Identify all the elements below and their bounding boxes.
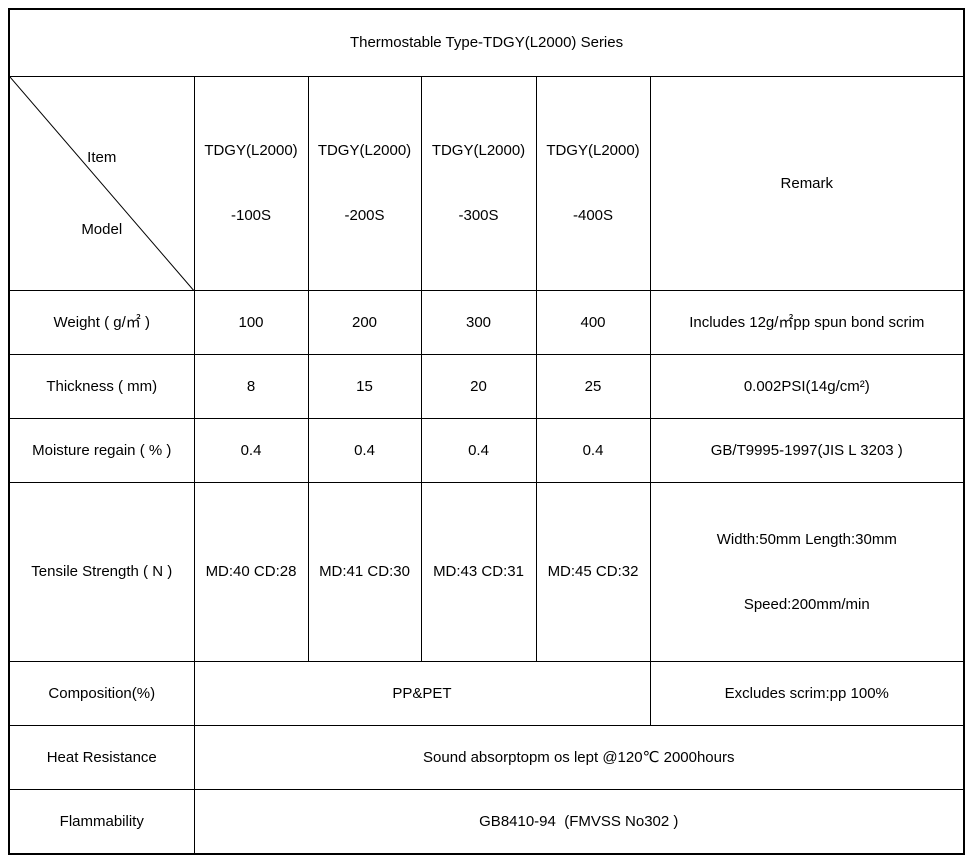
column-header-line: -300S bbox=[458, 207, 499, 225]
cell-value: MD:41 CD:30 bbox=[307, 482, 422, 663]
column-header-300s: TDGY(L2000) -300S bbox=[420, 75, 537, 292]
cell-value: 0.4 bbox=[420, 418, 537, 484]
diagonal-divider bbox=[10, 77, 193, 290]
column-header-line: TDGY(L2000) bbox=[546, 142, 640, 160]
cell-value: 0.4 bbox=[535, 418, 651, 484]
cell-value: 0.4 bbox=[307, 418, 422, 484]
cell-merged-value: PP&PET bbox=[193, 661, 651, 727]
cell-remark: 0.002PSI(14g/cm²) bbox=[649, 354, 965, 420]
cell-value: 200 bbox=[307, 290, 422, 356]
title-row: Thermostable Type-TDGY(L2000) Series bbox=[8, 8, 965, 77]
spec-table: Thermostable Type-TDGY(L2000) Series Ite… bbox=[8, 8, 966, 856]
table-title: Thermostable Type-TDGY(L2000) Series bbox=[8, 8, 965, 77]
row-label: Weight ( g/㎡ ) bbox=[8, 290, 195, 356]
cell-value: 20 bbox=[420, 354, 537, 420]
column-header-200s: TDGY(L2000) -200S bbox=[307, 75, 422, 292]
cell-remark: Excludes scrim:pp 100% bbox=[649, 661, 965, 727]
item-model-corner-cell: Item Model bbox=[8, 75, 195, 292]
row-label: Tensile Strength ( N ) bbox=[8, 482, 195, 663]
cell-value: 25 bbox=[535, 354, 651, 420]
column-header-line: TDGY(L2000) bbox=[204, 142, 298, 160]
cell-value: 300 bbox=[420, 290, 537, 356]
row-label: Thickness ( mm) bbox=[8, 354, 195, 420]
header-row: Item Model TDGY(L2000) -100S TDGY(L2000)… bbox=[8, 75, 965, 292]
column-header-line: TDGY(L2000) bbox=[317, 142, 412, 160]
remark-line: Speed:200mm/min bbox=[743, 596, 870, 613]
cell-merged-value: Sound absorptopm os lept @120℃ 2000hours bbox=[193, 725, 965, 791]
table-row-heat-resistance: Heat Resistance Sound absorptopm os lept… bbox=[8, 725, 965, 791]
cell-value: MD:45 CD:32 bbox=[535, 482, 651, 663]
cell-remark: Width:50mm Length:30mm Speed:200mm/min bbox=[649, 482, 965, 663]
cell-value: 0.4 bbox=[193, 418, 309, 484]
table-row-thickness: Thickness ( mm) 8 15 20 25 0.002PSI(14g/… bbox=[8, 354, 965, 420]
remark-line: Width:50mm Length:30mm bbox=[716, 530, 897, 548]
model-label: Model bbox=[81, 221, 123, 239]
column-header-line: -200S bbox=[344, 207, 385, 225]
cell-value: 8 bbox=[193, 354, 309, 420]
cell-value: 100 bbox=[193, 290, 309, 356]
row-label: Flammability bbox=[8, 789, 195, 855]
row-label: Heat Resistance bbox=[8, 725, 195, 791]
cell-value: 400 bbox=[535, 290, 651, 356]
item-label: Item bbox=[87, 149, 117, 167]
table-row-composition: Composition(%) PP&PET Excludes scrim:pp … bbox=[8, 661, 965, 727]
cell-value: 15 bbox=[307, 354, 422, 420]
table-row-tensile-strength: Tensile Strength ( N ) MD:40 CD:28 MD:41… bbox=[8, 482, 965, 663]
column-header-400s: TDGY(L2000) -400S bbox=[535, 75, 651, 292]
row-label: Moisture regain ( % ) bbox=[8, 418, 195, 484]
table-row-weight: Weight ( g/㎡ ) 100 200 300 400 Includes … bbox=[8, 290, 965, 356]
cell-remark: GB/T9995-1997(JIS L 3203 ) bbox=[649, 418, 965, 484]
row-label: Composition(%) bbox=[8, 661, 195, 727]
column-header-line: TDGY(L2000) bbox=[431, 142, 526, 160]
cell-value: MD:40 CD:28 bbox=[193, 482, 309, 663]
cell-merged-value: GB8410-94 (FMVSS No302 ) bbox=[193, 789, 965, 855]
column-header-line: -100S bbox=[230, 207, 272, 225]
cell-remark: Includes 12g/㎡pp spun bond scrim bbox=[649, 290, 965, 356]
column-header-100s: TDGY(L2000) -100S bbox=[193, 75, 309, 292]
column-header-remark: Remark bbox=[649, 75, 965, 292]
table-row-moisture-regain: Moisture regain ( % ) 0.4 0.4 0.4 0.4 GB… bbox=[8, 418, 965, 484]
cell-value: MD:43 CD:31 bbox=[420, 482, 537, 663]
column-header-line: -400S bbox=[572, 207, 614, 225]
table-row-flammability: Flammability GB8410-94 (FMVSS No302 ) bbox=[8, 789, 965, 855]
